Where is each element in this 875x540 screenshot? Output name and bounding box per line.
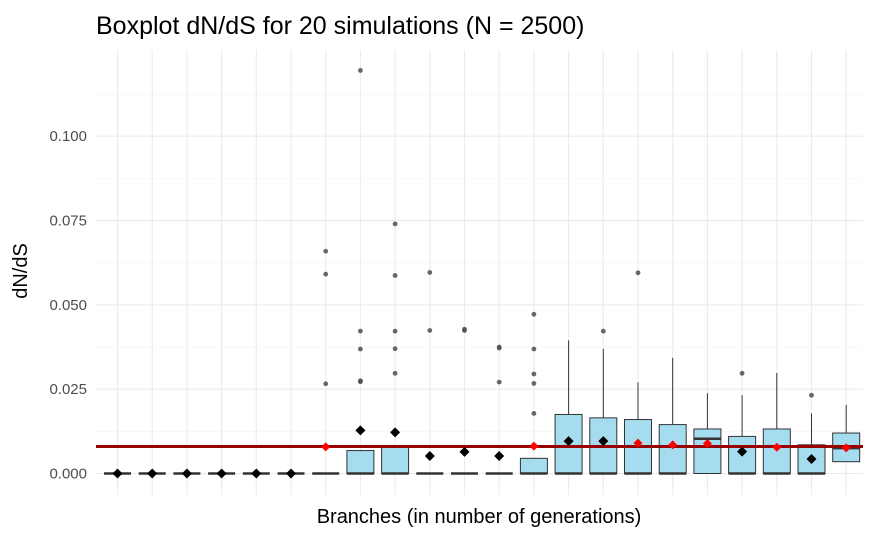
outlier-point [531, 371, 537, 377]
outlier-point [531, 411, 537, 416]
outlier-point [809, 392, 814, 398]
box-group [658, 357, 687, 475]
grid [96, 50, 863, 495]
outlier-point [358, 68, 363, 73]
outlier-point [358, 346, 363, 352]
mean-marker [529, 441, 539, 451]
mean-marker [181, 468, 192, 479]
outlier-point [323, 381, 329, 387]
y-axis-label: dN/dS [10, 243, 32, 299]
x-axis-label: Branches (in number of generations) [317, 506, 642, 528]
outlier-point [531, 381, 537, 386]
mean-marker [286, 468, 296, 479]
outlier-point [358, 328, 363, 334]
y-tick-label: 0.000 [49, 466, 87, 483]
mean-marker [147, 468, 158, 479]
mean-marker [668, 440, 678, 450]
boxes [104, 68, 861, 475]
outlier-point [739, 370, 745, 376]
outlier-point [635, 270, 641, 276]
outlier-point [323, 271, 329, 277]
mean-marker [633, 438, 643, 448]
outlier-point [496, 379, 502, 385]
box-group [832, 405, 861, 463]
mean-marker [737, 446, 748, 457]
box-group [451, 326, 478, 475]
box-group [797, 392, 826, 475]
outlier-point [531, 311, 537, 317]
outlier-point [496, 344, 502, 350]
outlier-point [462, 326, 467, 332]
box-group [589, 328, 618, 475]
mean-marker [772, 442, 782, 452]
mean-marker [321, 442, 331, 452]
chart-title: Boxplot dN/dS for 20 simulations (N = 25… [96, 12, 584, 40]
outlier-point [323, 248, 329, 254]
box-group [312, 248, 340, 475]
box [346, 450, 375, 474]
box-group [485, 344, 513, 475]
box-group [346, 68, 375, 475]
mean-marker [390, 427, 401, 438]
outlier-point [427, 328, 433, 333]
box-group [554, 340, 583, 475]
y-tick-label: 0.075 [49, 213, 87, 230]
mean-marker [806, 453, 817, 464]
mean-marker [216, 468, 227, 479]
outlier-point [600, 328, 606, 334]
outlier-point [427, 270, 433, 275]
y-axis-ticks: 0.000 0.025 0.050 0.075 0.100 [49, 128, 87, 482]
y-tick-label: 0.025 [49, 381, 87, 398]
mean-markers [112, 425, 851, 479]
mean-marker [563, 436, 574, 447]
outlier-point [358, 378, 363, 384]
outlier-point [531, 346, 537, 352]
box-group [693, 393, 722, 475]
mean-marker [702, 438, 712, 448]
outlier-point [392, 221, 398, 227]
box-group [762, 372, 791, 475]
y-tick-label: 0.100 [49, 128, 87, 145]
box [381, 446, 410, 475]
y-tick-label: 0.050 [49, 297, 87, 314]
mean-marker [494, 450, 505, 461]
mean-marker [459, 446, 470, 457]
box [693, 428, 722, 475]
outlier-point [392, 328, 398, 334]
outlier-point [392, 370, 398, 376]
box-group [519, 311, 548, 475]
mean-marker [355, 425, 366, 436]
mean-marker [424, 450, 435, 461]
mean-marker [841, 443, 851, 453]
outlier-point [392, 273, 398, 278]
box [797, 444, 826, 474]
box-group [416, 270, 444, 475]
mean-marker [598, 436, 609, 447]
mean-marker [112, 468, 123, 479]
mean-marker [251, 468, 262, 479]
outlier-point [392, 346, 398, 352]
box [519, 457, 548, 475]
